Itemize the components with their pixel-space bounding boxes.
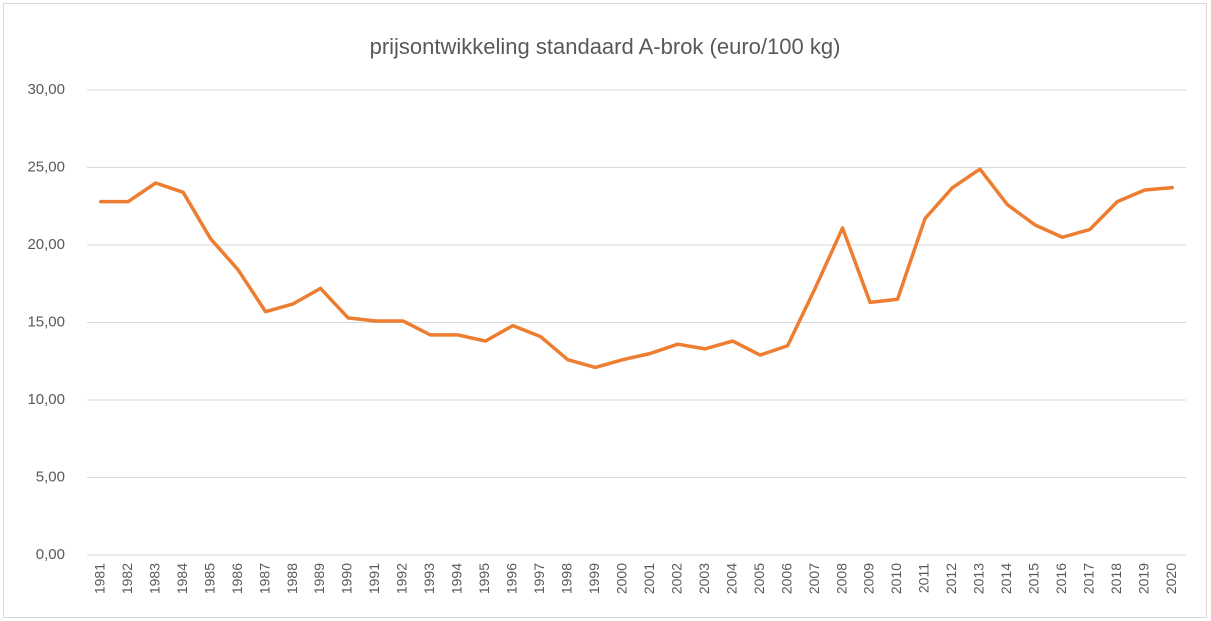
x-tick-label: 1996 [504, 563, 520, 594]
x-tick-label: 1989 [311, 563, 327, 594]
x-tick-label: 2000 [613, 563, 629, 594]
y-tick-label: 5,00 [36, 468, 65, 485]
y-tick-label: 0,00 [36, 546, 65, 563]
x-tick-label: 1993 [421, 563, 437, 594]
x-tick-label: 2016 [1053, 563, 1069, 594]
x-tick-label: 2019 [1135, 563, 1151, 594]
x-tick-label: 2013 [971, 563, 987, 594]
line [98, 167, 1175, 370]
x-tick-label: 1994 [449, 563, 465, 594]
x-tick-label: 1985 [201, 563, 217, 594]
x-tick-label: 2020 [1163, 563, 1179, 594]
x-tick-label: 2009 [861, 563, 877, 594]
x-tick-label: 2003 [696, 563, 712, 594]
x-tick-label: 1986 [229, 563, 245, 594]
x-tick-label: 2018 [1108, 563, 1124, 594]
x-tick-label: 2005 [751, 563, 767, 594]
x-tick-label: 1995 [476, 563, 492, 594]
x-tick-label: 2001 [641, 563, 657, 594]
x-tick-label: 2008 [833, 563, 849, 594]
x-tick-label: 1981 [91, 563, 107, 594]
y-tick-label: 10,00 [27, 391, 65, 408]
x-tick-label: 1982 [119, 563, 135, 594]
y-tick-label: 30,00 [27, 81, 65, 98]
x-tick-label: 1990 [339, 563, 355, 594]
x-tick-label: 2010 [888, 563, 904, 594]
y-tick-label: 20,00 [27, 236, 65, 253]
x-tick-label: 2004 [723, 563, 739, 594]
y-tick-label: 25,00 [27, 158, 65, 175]
x-tick-label: 2012 [943, 563, 959, 594]
x-tick-label: 2007 [806, 563, 822, 594]
chart-title: prijsontwikkeling standaard A-brok (euro… [370, 34, 841, 59]
chart-border [3, 3, 1207, 618]
x-tick-label: 1997 [531, 563, 547, 594]
x-tick-label: 1999 [586, 563, 602, 594]
x-tick-label: 2017 [1081, 563, 1097, 594]
x-tick-label: 1988 [284, 563, 300, 594]
x-tick-label: 1987 [256, 563, 272, 594]
x-tick-label: 2015 [1026, 563, 1042, 594]
x-tick-label: 2011 [916, 563, 932, 593]
y-tick-label: 15,00 [27, 313, 65, 330]
x-tick-label: 1992 [394, 563, 410, 594]
x-tick-label: 1991 [366, 563, 382, 594]
x-tick-label: 1984 [174, 563, 190, 594]
x-tick-label: 2002 [668, 563, 684, 594]
x-tick-label: 2014 [998, 563, 1014, 594]
x-tick-label: 2006 [778, 563, 794, 594]
x-tick-label: 1998 [559, 563, 575, 594]
x-tick-label: 1983 [146, 563, 162, 594]
